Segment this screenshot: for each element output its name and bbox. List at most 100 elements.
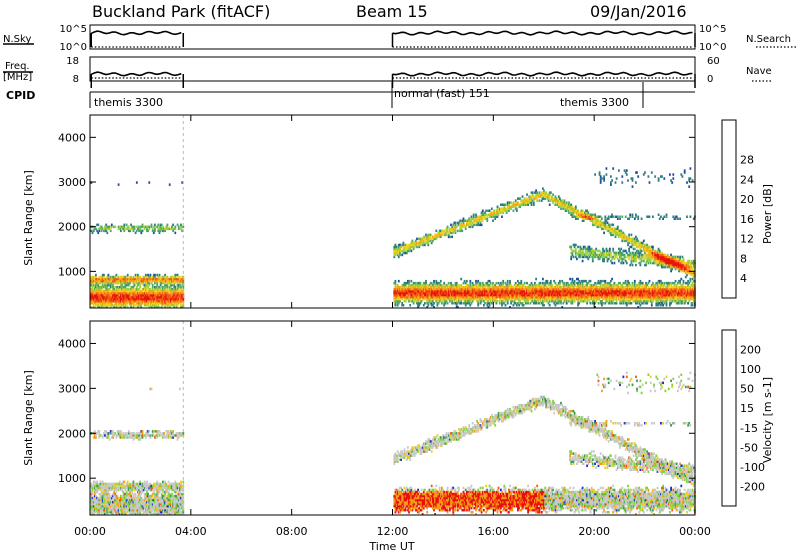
- power-cell: [540, 197, 543, 200]
- power-cell: [156, 291, 159, 295]
- power-cell: [134, 277, 137, 281]
- power-cell: [608, 291, 611, 295]
- power-cell: [421, 297, 424, 301]
- power-cell: [639, 283, 642, 287]
- power-cell: [599, 283, 602, 287]
- power-cell: [594, 173, 596, 176]
- power-cell: [599, 221, 602, 225]
- power-cell: [129, 304, 131, 307]
- power-cell: [172, 297, 174, 301]
- power-cell: [632, 243, 635, 247]
- power-cell: [637, 251, 640, 255]
- power-cell: [93, 293, 96, 297]
- power-cell: [476, 287, 478, 291]
- power-cell: [155, 295, 157, 299]
- power-cell: [150, 281, 153, 285]
- power-cell: [597, 221, 600, 225]
- power-cell: [664, 257, 667, 261]
- power-cell: [140, 300, 143, 303]
- power-cell: [534, 289, 536, 293]
- power-cell: [443, 300, 446, 303]
- power-cell: [641, 289, 644, 293]
- power-cell: [165, 304, 168, 307]
- power-cell: [430, 295, 433, 299]
- cpid-entry-3: themis 3300: [560, 96, 629, 109]
- power-cell: [580, 291, 583, 295]
- power-cell: [487, 297, 490, 301]
- power-cell: [564, 293, 567, 297]
- power-cell: [611, 295, 613, 299]
- power-cell: [661, 302, 663, 305]
- power-cell: [532, 293, 535, 297]
- power-cell: [441, 289, 443, 293]
- power-cell: [91, 300, 94, 303]
- power-cell: [139, 289, 142, 293]
- power-cell: [604, 227, 607, 231]
- power-cell: [106, 231, 109, 235]
- power-cell: [629, 297, 632, 301]
- power-cell: [515, 304, 518, 307]
- power-cell: [603, 175, 605, 178]
- power-cell: [620, 291, 623, 295]
- power-cell: [481, 211, 484, 214]
- power-cell: [99, 279, 102, 283]
- power-cell: [536, 195, 539, 198]
- power-cell: [95, 293, 97, 297]
- power-cell: [140, 302, 143, 305]
- power-cell: [534, 285, 536, 289]
- power-cell: [612, 247, 615, 251]
- power-cell: [642, 287, 645, 291]
- power-cell: [154, 279, 156, 283]
- power-cell: [469, 281, 472, 285]
- power-cell: [548, 199, 551, 202]
- power-cell: [619, 235, 621, 239]
- power-cell: [156, 289, 159, 293]
- power-cell: [593, 221, 595, 225]
- power-cell: [135, 285, 138, 289]
- power-cell: [631, 285, 634, 289]
- power-cell: [462, 219, 465, 222]
- power-cell: [167, 297, 170, 301]
- power-cell: [636, 295, 638, 299]
- power-cell: [122, 287, 125, 291]
- power-cell: [396, 291, 399, 295]
- power-cell: [108, 283, 111, 287]
- power-cell: [100, 229, 103, 233]
- power-cell: [469, 225, 472, 229]
- power-cell: [466, 219, 468, 222]
- power-cell: [151, 229, 154, 233]
- power-cell: [594, 223, 596, 227]
- power-cell: [606, 257, 609, 261]
- power-cell: [547, 289, 550, 293]
- power-cell: [578, 211, 581, 214]
- power-cell: [545, 297, 548, 301]
- power-cell: [155, 287, 157, 291]
- power-cell: [160, 279, 163, 283]
- power-cell: [630, 289, 633, 293]
- power-cell: [489, 283, 492, 287]
- power-cell: [548, 304, 551, 307]
- power-cell: [162, 229, 164, 233]
- power-cell: [475, 281, 477, 285]
- power-cell: [488, 291, 491, 295]
- power-cell: [122, 277, 125, 281]
- power-cell: [629, 302, 632, 305]
- power-cell: [653, 289, 655, 293]
- power-cell: [134, 291, 137, 295]
- power-cell: [489, 300, 492, 303]
- power-cell: [652, 247, 654, 251]
- power-cell: [455, 289, 458, 293]
- power-cell: [545, 195, 548, 198]
- power-cell: [662, 293, 664, 297]
- power-cell: [569, 283, 571, 287]
- power-cell: [124, 293, 127, 297]
- power-cell: [167, 291, 170, 295]
- power-cell: [666, 257, 669, 261]
- power-cell: [126, 306, 129, 309]
- power-cell: [581, 295, 584, 299]
- power-cell: [168, 277, 171, 281]
- power-cell: [603, 257, 605, 261]
- power-cell: [171, 277, 173, 281]
- power-cell: [447, 235, 450, 239]
- power-cell: [146, 283, 148, 287]
